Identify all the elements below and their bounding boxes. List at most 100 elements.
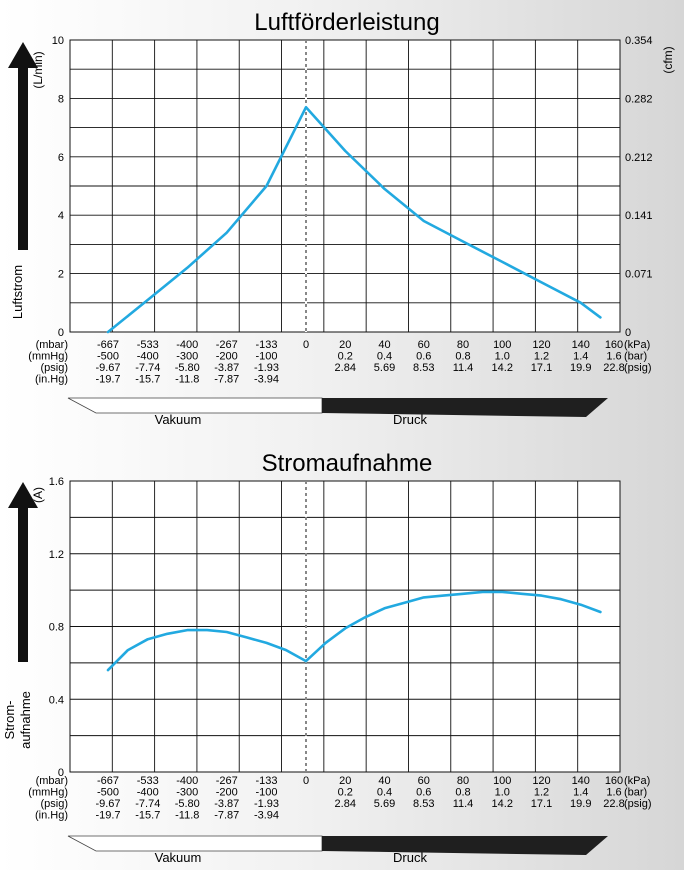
x-tick-mmhg: -200 (216, 351, 238, 363)
x-tick-bar: 1.4 (573, 351, 588, 363)
y-left-unit: (L/min) (31, 51, 45, 88)
x-tick-psig: -1.93 (254, 798, 279, 810)
y-right-unit: (cfm) (661, 46, 675, 73)
y-right-tick-label: 0.282 (625, 93, 653, 105)
x-tick-kpa: 140 (572, 339, 590, 351)
x-tick-bar: 0.6 (416, 351, 431, 363)
row-unit-label: (mbar) (36, 775, 68, 787)
y-tick-label: 10 (52, 35, 64, 47)
x-tick-bar: 0.4 (377, 787, 392, 799)
x-tick-psig-pressure: 11.4 (453, 362, 474, 374)
x-tick-mmhg: -200 (216, 787, 238, 799)
x-tick-mbar: -667 (97, 775, 119, 787)
y-right-tick-label: 0.071 (625, 269, 653, 281)
unit-kpa: (kPa) (624, 775, 650, 787)
x-tick-kpa: 100 (493, 339, 511, 351)
data-line (106, 105, 602, 334)
row-unit-label: (mbar) (36, 339, 68, 351)
x-tick-inhg: -19.7 (95, 810, 120, 822)
x-tick-bar: 0.8 (455, 351, 470, 363)
y-tick-label: 0.8 (49, 622, 64, 634)
y-axis-title-1: Strom- (2, 701, 17, 740)
x-tick-bar: 1.2 (534, 787, 549, 799)
vacuum-band (67, 835, 323, 852)
unit-bar: (bar) (624, 787, 647, 799)
x-tick-inhg: -3.94 (254, 810, 279, 822)
x-tick-inhg: -15.7 (135, 374, 160, 386)
x-tick-inhg: -11.8 (175, 810, 199, 822)
x-tick-psig: -1.93 (254, 362, 279, 374)
x-tick-psig-pressure: 17.1 (531, 362, 552, 374)
x-tick-mmhg: -400 (137, 351, 159, 363)
x-tick-kpa: 160 (605, 775, 623, 787)
x-tick-kpa: 40 (378, 339, 390, 351)
up-arrow-shaft (18, 64, 28, 250)
x-tick-psig-pressure: 2.84 (335, 798, 356, 810)
x-tick-mmhg: -500 (97, 351, 119, 363)
x-tick-kpa: 40 (378, 775, 390, 787)
x-tick-bar: 0.2 (338, 787, 353, 799)
x-tick-inhg: -19.7 (95, 374, 120, 386)
x-tick-mmhg: -300 (176, 787, 198, 799)
unit-kpa: (kPa) (624, 339, 650, 351)
chart-1: Stromaufnahme 0 0.4 0.8 1.2 1.6 (A) Strom-aufna… (2, 450, 652, 865)
y-tick-label: 6 (58, 152, 64, 164)
y-tick-label: 1.2 (49, 549, 64, 561)
up-arrow-shaft (18, 504, 28, 662)
x-tick-mbar: -400 (176, 339, 198, 351)
row-unit-label: (mmHg) (28, 787, 68, 799)
y-tick-label: 4 (58, 210, 64, 222)
x-tick-psig: -7.74 (135, 798, 160, 810)
pressure-band (322, 398, 608, 417)
x-tick-kpa: 100 (493, 775, 511, 787)
x-tick-mbar: -400 (176, 775, 198, 787)
x-tick-mbar: -667 (97, 339, 119, 351)
x-tick-kpa: 60 (418, 775, 430, 787)
x-tick-mbar: -133 (256, 339, 278, 351)
y-axis-title-2: aufnahme (18, 691, 33, 749)
row-unit-label: (in.Hg) (35, 810, 68, 822)
y-right-tick-label: 0 (625, 327, 631, 339)
y-axis-title: Luftstrom (10, 265, 25, 319)
x-tick-bar: 0.2 (338, 351, 353, 363)
y-tick-label: 1.6 (49, 476, 64, 488)
pressure-band (322, 836, 608, 855)
x-tick-kpa: 80 (457, 775, 469, 787)
x-tick-kpa: 20 (339, 339, 351, 351)
x-tick-psig: -7.74 (135, 362, 160, 374)
row-unit-label: (mmHg) (28, 351, 68, 363)
x-tick-psig-pressure: 5.69 (374, 798, 395, 810)
y-tick-label: 0 (58, 767, 64, 779)
x-tick-psig-pressure: 17.1 (531, 798, 552, 810)
x-tick-mmhg: -500 (97, 787, 119, 799)
x-tick-inhg: -7.87 (214, 374, 239, 386)
x-tick-psig-pressure: 22.8 (603, 362, 624, 374)
x-tick-mmhg: -100 (256, 351, 278, 363)
vacuum-label: Vakuum (155, 850, 202, 865)
chart-0: Luftförderleistung024681000.0710.1410.21… (8, 9, 675, 427)
row-unit-label: (psig) (40, 362, 68, 374)
vacuum-band (67, 397, 323, 414)
x-tick-psig-pressure: 19.9 (570, 362, 591, 374)
x-tick-psig: -9.67 (95, 798, 120, 810)
x-tick-psig: -5.80 (175, 362, 200, 374)
x-tick-kpa: 140 (572, 775, 590, 787)
x-tick-psig-pressure: 8.53 (413, 798, 434, 810)
x-tick-mbar: 0 (303, 339, 309, 351)
x-tick-psig-pressure: 19.9 (570, 798, 591, 810)
x-tick-mmhg: -300 (176, 351, 198, 363)
x-tick-inhg: -11.8 (175, 374, 199, 386)
x-tick-psig: -3.87 (214, 798, 239, 810)
x-tick-bar: 1.0 (495, 787, 510, 799)
x-tick-bar: 1.2 (534, 351, 549, 363)
x-tick-bar: 0.6 (416, 787, 431, 799)
vacuum-label: Vakuum (155, 412, 202, 427)
data-line (106, 590, 602, 672)
y-tick-label: 8 (58, 93, 64, 105)
x-tick-psig-pressure: 14.2 (492, 362, 513, 374)
x-tick-mbar: 0 (303, 775, 309, 787)
unit-bar: (bar) (624, 351, 647, 363)
x-tick-bar: 1.4 (573, 787, 588, 799)
x-tick-psig-pressure: 2.84 (335, 362, 356, 374)
